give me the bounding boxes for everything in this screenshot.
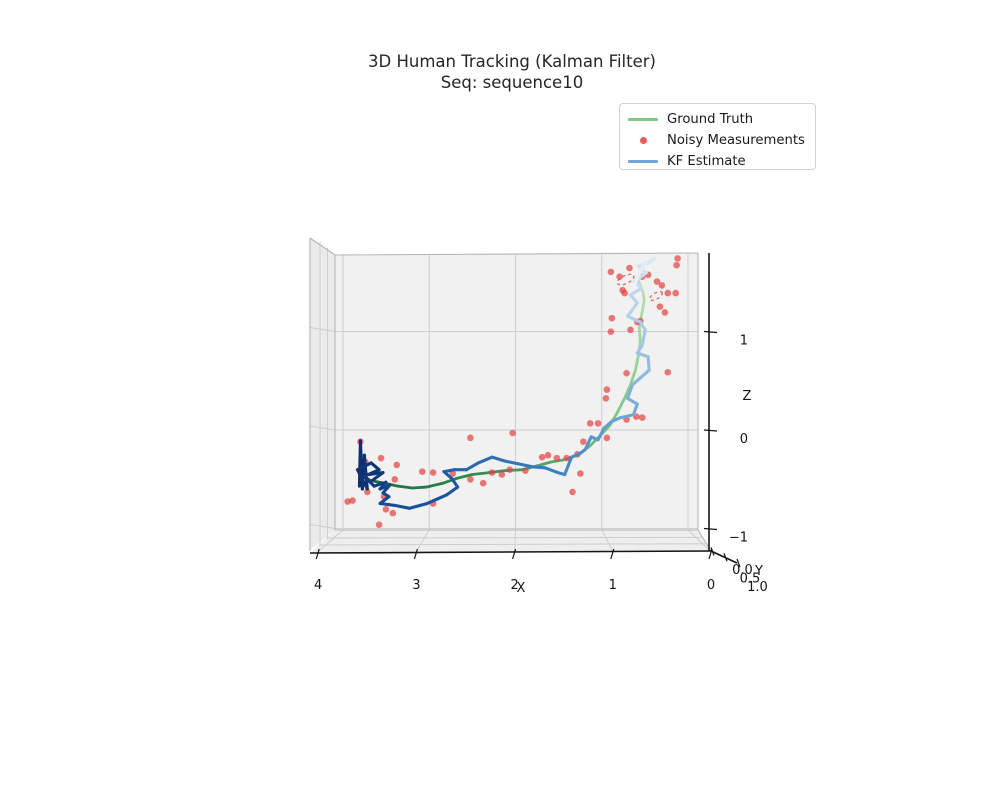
y-tick-label: 1.0 <box>747 580 768 595</box>
legend-item-ground-truth: Ground Truth <box>620 109 815 130</box>
legend-item-noisy-measurements: Noisy Measurements <box>620 130 815 151</box>
legend-dot-swatch-red <box>628 137 658 144</box>
legend-label: KF Estimate <box>667 154 746 169</box>
legend-line-swatch-blue <box>628 160 658 163</box>
x-tick-label: 4 <box>314 578 322 593</box>
grid-lines <box>309 242 712 552</box>
x-tick-label: 1 <box>609 578 617 593</box>
legend: Ground Truth Noisy Measurements KF Estim… <box>619 103 816 170</box>
legend-item-kf-estimate: KF Estimate <box>620 151 815 172</box>
x-axis-label: X <box>517 581 526 596</box>
tick-marks <box>315 330 741 568</box>
y-axis-label: Y <box>754 564 763 579</box>
chart-title: 3D Human Tracking (Kalman Filter) Seq: s… <box>12 51 1000 93</box>
y-tick-label: 0.5 <box>740 572 761 587</box>
x-tick-label: 3 <box>412 578 420 593</box>
pane-edges <box>309 237 712 552</box>
z-tick-label: −1 <box>729 531 748 546</box>
legend-label: Noisy Measurements <box>667 133 805 148</box>
legend-line-swatch-green <box>628 118 658 121</box>
chart-title-line1: 3D Human Tracking (Kalman Filter) <box>368 52 656 71</box>
x-tick-label: 2 <box>510 578 518 593</box>
y-tick-label: 0.0 <box>732 563 753 578</box>
chart-title-line2: Seq: sequence10 <box>440 73 584 92</box>
legend-label: Ground Truth <box>667 112 754 127</box>
panes <box>310 238 711 553</box>
axis-spines <box>309 253 738 564</box>
z-tick-label: 1 <box>740 334 748 349</box>
kf-estimate-line <box>355 256 657 510</box>
x-tick-label: 0 <box>707 578 715 593</box>
uncertainty-ellipses <box>616 273 663 302</box>
z-tick-label: 0 <box>740 432 748 447</box>
z-axis-label: Z <box>743 389 752 404</box>
